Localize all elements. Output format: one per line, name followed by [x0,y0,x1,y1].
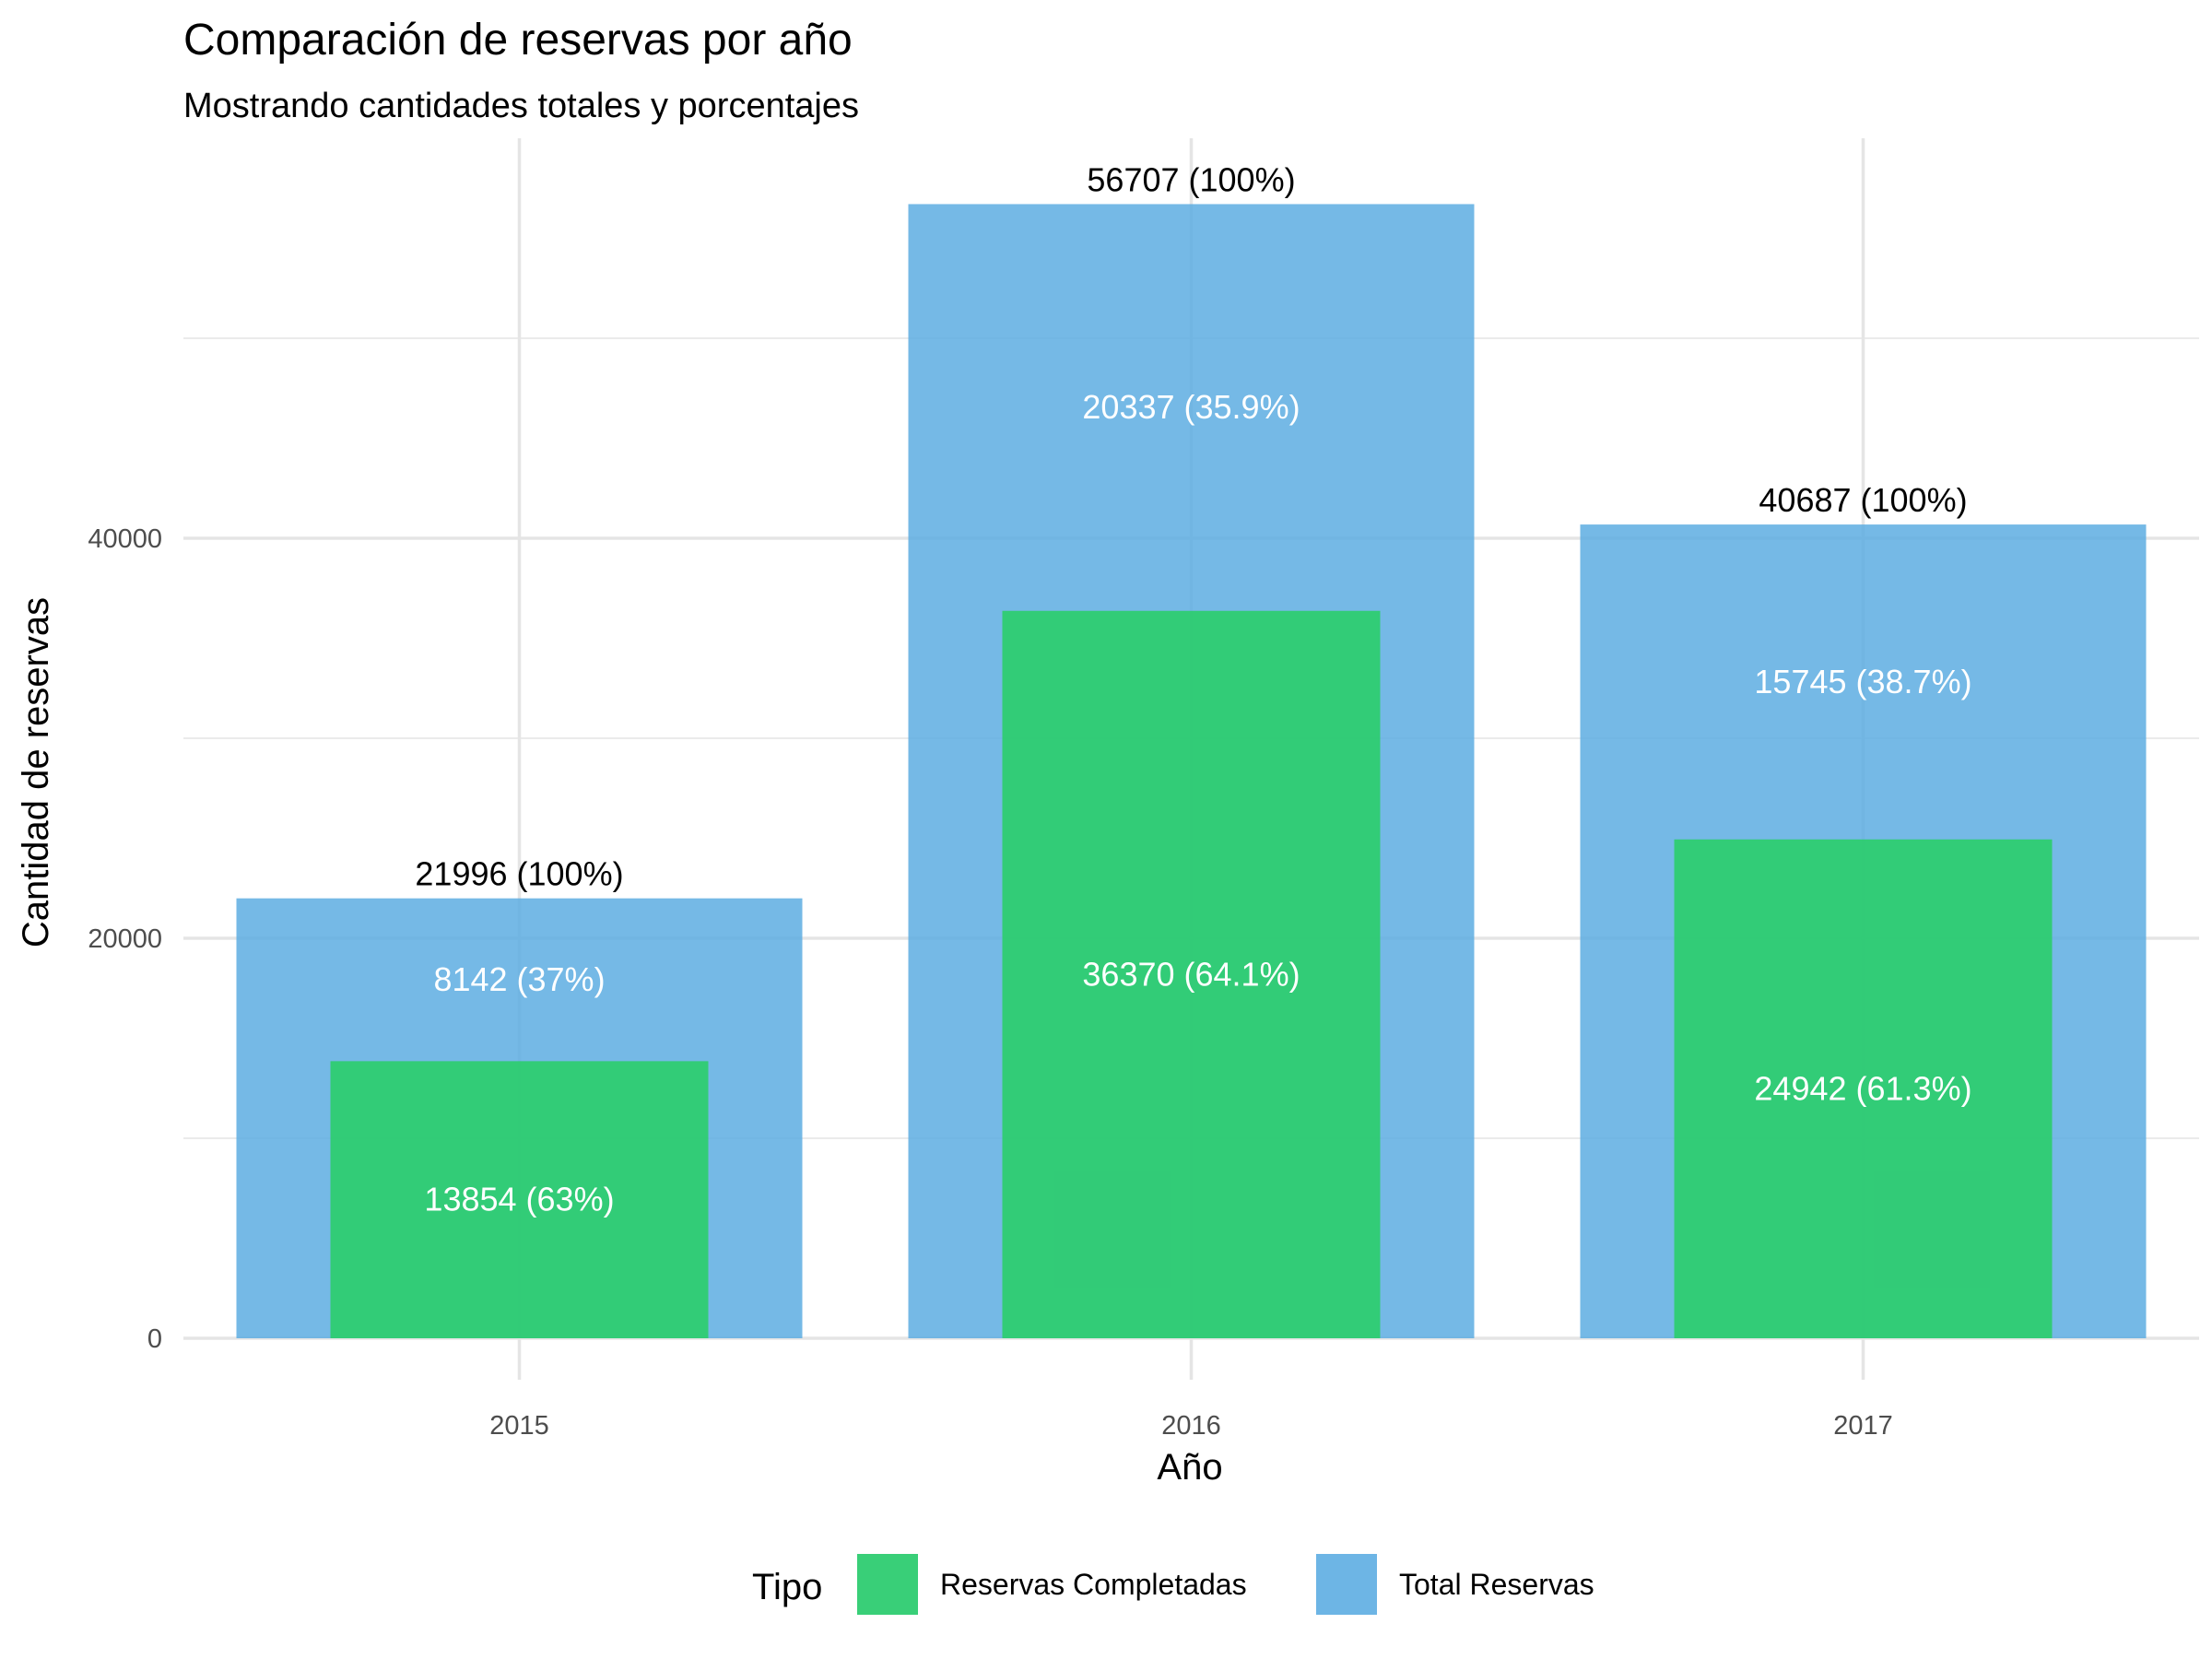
y-tick-label: 0 [147,1324,162,1354]
chart-title: Comparación de reservas por año [183,16,853,65]
x-tick-label: 2016 [1161,1411,1221,1441]
y-tick-label: 40000 [88,524,162,554]
label-total-2015: 21996 (100%) [415,855,623,893]
x-tick-label: 2017 [1833,1411,1893,1441]
label-restantes-2015: 8142 (37%) [433,960,605,998]
legend: Tipo Reservas Completadas Total Reservas [752,1554,1594,1615]
x-axis-title: Año [1157,1447,1222,1488]
y-tick-label: 20000 [88,924,162,954]
legend-swatch-total [1316,1554,1377,1615]
label-completadas-2017: 24942 (61.3%) [1754,1069,1971,1107]
bar-completadas-2017 [1674,839,2053,1338]
label-total-2017: 40687 (100%) [1759,481,1967,519]
legend-swatch-completadas [857,1554,918,1615]
x-axis-ticks: 2015 2016 2017 [489,1411,1893,1441]
data-labels: 21996 (100%) 13854 (63%) 8142 (37%) 56707 (… [415,160,1971,1218]
chart-subtitle: Mostrando cantidades totales y porcentaj… [183,87,859,125]
legend-label-total: Total Reservas [1399,1568,1594,1601]
bar-completadas-2016 [1002,610,1381,1338]
label-completadas-2016: 36370 (64.1%) [1082,955,1300,993]
legend-label-completadas: Reservas Completadas [940,1568,1247,1601]
bar-completadas-2015 [330,1061,709,1338]
label-completadas-2015: 13854 (63%) [424,1181,614,1218]
label-total-2016: 56707 (100%) [1087,160,1295,198]
y-axis-title: Cantidad de reservas [16,597,56,947]
bars [236,204,2147,1338]
legend-title: Tipo [752,1567,822,1607]
x-tick-label: 2015 [489,1411,549,1441]
label-restantes-2017: 15745 (38.7%) [1754,663,1971,700]
label-restantes-2016: 20337 (35.9%) [1082,388,1300,426]
y-axis-ticks: 0 20000 40000 [88,524,162,1354]
